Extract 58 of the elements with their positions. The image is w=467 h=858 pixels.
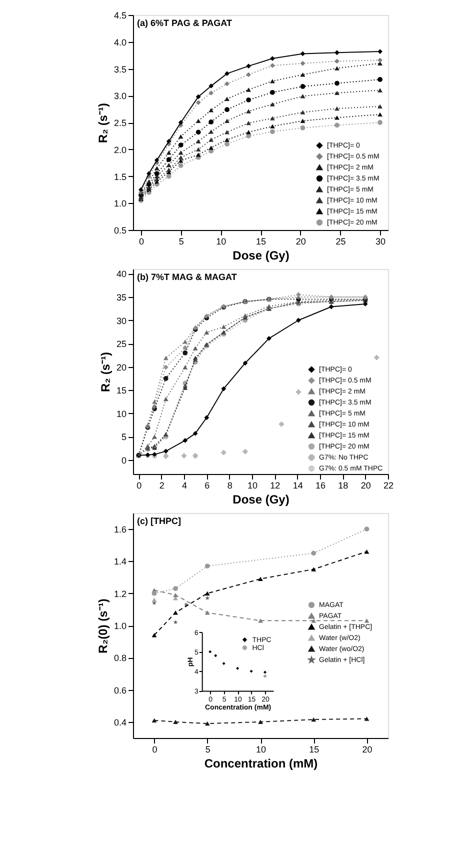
- x-tick-label: 2: [159, 480, 164, 490]
- y-tick-label: 1.2: [114, 588, 126, 599]
- y-tick-label: 1.5: [114, 172, 126, 182]
- y-tick-label: 25: [116, 339, 126, 350]
- x-tick-label: 0: [152, 744, 158, 754]
- y-tick-label: 3.0: [114, 91, 126, 102]
- x-tick-label: 4: [182, 480, 188, 490]
- y-tick-label: 15: [116, 386, 126, 396]
- x-tick-label: 16: [315, 480, 326, 490]
- y-tick-label: 0.5: [114, 226, 126, 236]
- x-tick-label: 12: [270, 480, 280, 490]
- y-tick-label: 1.0: [114, 621, 126, 631]
- y-tick-label: 1.4: [114, 556, 126, 567]
- x-tick-label: 30: [376, 236, 386, 246]
- x-tick-label: 15: [309, 744, 320, 754]
- x-tick-label: 5: [178, 236, 184, 246]
- y-tick-label: 0: [121, 456, 126, 466]
- x-tick-label: 5: [205, 744, 210, 754]
- y-tick-label: 1.6: [114, 524, 126, 535]
- x-tick-label: 20: [362, 744, 372, 754]
- x-tick-label: 14: [292, 480, 303, 490]
- x-tick-label: 8: [227, 480, 232, 490]
- x-tick-label: 18: [338, 480, 348, 490]
- y-tick-label: 30: [116, 316, 126, 326]
- y-axis-title: R₂ (s⁻¹): [98, 352, 112, 392]
- y-tick-label: 3.5: [114, 64, 126, 74]
- x-tick-label: 10: [256, 744, 266, 754]
- x-tick-label: 25: [336, 236, 346, 246]
- y-tick-label: 0.8: [114, 653, 126, 664]
- y-tick-label: 1.0: [114, 198, 126, 209]
- x-tick-label: 15: [256, 236, 266, 246]
- y-tick-label: 35: [116, 292, 126, 302]
- chart-title: (c) [THPC]: [137, 516, 181, 526]
- y-tick-label: 5: [121, 432, 126, 442]
- y-tick-label: 40: [116, 269, 126, 280]
- y-tick-label: 10: [116, 408, 126, 419]
- y-axis-title: R₂ (s⁻¹): [96, 103, 110, 143]
- x-tick-label: 22: [383, 480, 394, 490]
- y-tick-label: 2.0: [114, 144, 126, 155]
- x-axis-title: Dose (Gy): [232, 492, 290, 506]
- x-axis-title: Concentration (mM): [204, 756, 318, 770]
- x-tick-label: 20: [360, 480, 371, 490]
- y-tick-label: 4.5: [114, 10, 126, 20]
- y-tick-label: 0.6: [114, 685, 126, 696]
- x-axis-title: Dose (Gy): [232, 248, 290, 262]
- x-tick-label: 10: [216, 236, 226, 246]
- x-tick-label: 10: [247, 480, 258, 490]
- chart-title: (b) 7%T MAG & MAGAT: [137, 272, 238, 282]
- x-tick-label: 6: [204, 480, 210, 490]
- x-tick-label: 0: [136, 480, 142, 490]
- chart-title: (a) 6%T PAG & PAGAT: [137, 18, 233, 28]
- x-tick-label: 20: [296, 236, 306, 246]
- y-tick-label: 4.0: [114, 37, 126, 48]
- y-tick-label: 0.4: [114, 717, 126, 728]
- x-tick-label: 0: [138, 236, 144, 246]
- y-axis-title: R₂(0) (s⁻¹): [96, 598, 110, 654]
- y-tick-label: 2.5: [114, 118, 126, 128]
- y-tick-label: 20: [116, 362, 126, 372]
